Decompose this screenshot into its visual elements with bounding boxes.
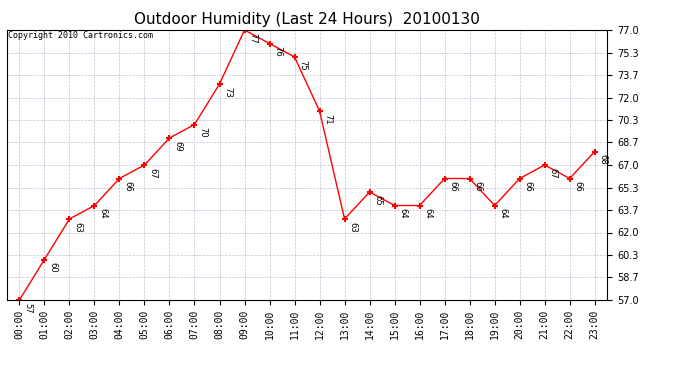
Title: Outdoor Humidity (Last 24 Hours)  20100130: Outdoor Humidity (Last 24 Hours) 2010013… (134, 12, 480, 27)
Text: 66: 66 (124, 181, 132, 192)
Text: 73: 73 (224, 87, 233, 98)
Text: 64: 64 (499, 208, 508, 219)
Text: 70: 70 (199, 127, 208, 138)
Text: 60: 60 (48, 262, 57, 273)
Text: 66: 66 (574, 181, 583, 192)
Text: 66: 66 (524, 181, 533, 192)
Text: 67: 67 (148, 168, 157, 178)
Text: 63: 63 (348, 222, 357, 232)
Text: 67: 67 (549, 168, 558, 178)
Text: 69: 69 (174, 141, 183, 152)
Text: 77: 77 (248, 33, 257, 44)
Text: 65: 65 (374, 195, 383, 206)
Text: 57: 57 (23, 303, 32, 313)
Text: 68: 68 (599, 154, 608, 165)
Text: 64: 64 (399, 208, 408, 219)
Text: 64: 64 (99, 208, 108, 219)
Text: 75: 75 (299, 60, 308, 70)
Text: 63: 63 (74, 222, 83, 232)
Text: 66: 66 (448, 181, 457, 192)
Text: 71: 71 (324, 114, 333, 125)
Text: 66: 66 (474, 181, 483, 192)
Text: 64: 64 (424, 208, 433, 219)
Text: 76: 76 (274, 46, 283, 57)
Text: Copyright 2010 Cartronics.com: Copyright 2010 Cartronics.com (8, 32, 153, 40)
